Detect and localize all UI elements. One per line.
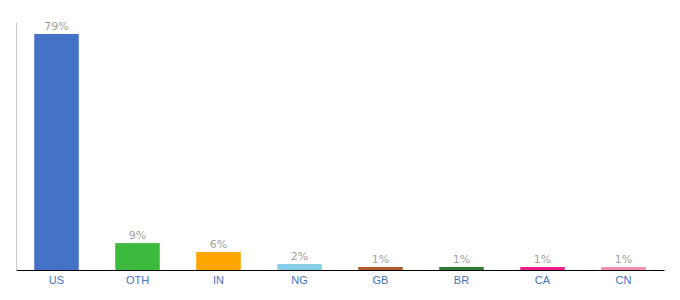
x-tick-label: CN xyxy=(616,274,632,286)
bar xyxy=(601,267,646,270)
plot: US OTH IN NG GB BR CA CN 79% 9% 6% 2% 1% 1% 1% 1% xyxy=(17,20,665,286)
x-tick-label: CA xyxy=(535,274,551,286)
x-tick: OTH xyxy=(126,274,149,286)
x-tick-label: IN xyxy=(213,274,224,286)
y-axis-line xyxy=(16,23,17,271)
bar xyxy=(34,34,79,270)
data-label: 6% xyxy=(210,238,227,251)
data-label: 2% xyxy=(291,250,308,263)
x-tick: US xyxy=(49,274,64,286)
x-tick-label: GB xyxy=(373,274,389,286)
x-tick-label: NG xyxy=(291,274,308,286)
bars xyxy=(34,34,646,270)
bar xyxy=(277,264,322,270)
data-label: 9% xyxy=(129,229,146,242)
x-axis-line xyxy=(17,270,665,271)
x-tick-label: US xyxy=(49,274,64,286)
data-label: 1% xyxy=(615,253,632,266)
bar xyxy=(358,267,403,270)
bar xyxy=(115,243,160,270)
x-tick: CA xyxy=(535,274,551,286)
y-axis xyxy=(16,23,17,271)
data-label: 1% xyxy=(453,253,470,266)
data-label: 79% xyxy=(44,20,68,33)
x-tick: CN xyxy=(616,274,632,286)
data-label: 1% xyxy=(534,253,551,266)
chart: US OTH IN NG GB BR CA CN 79% 9% 6% 2% 1% 1% 1% 1% xyxy=(0,0,680,300)
x-tick-label: OTH xyxy=(126,274,149,286)
x-tick-label: BR xyxy=(454,274,469,286)
x-tick: GB xyxy=(373,274,389,286)
x-axis: US OTH IN NG GB BR CA CN xyxy=(17,271,665,286)
data-label: 1% xyxy=(372,253,389,266)
x-tick: BR xyxy=(454,274,469,286)
x-tick: IN xyxy=(213,274,224,286)
bar xyxy=(196,252,241,270)
bar xyxy=(520,267,565,270)
x-tick: NG xyxy=(291,274,308,286)
bar xyxy=(439,267,484,270)
data-labels: 79% 9% 6% 2% 1% 1% 1% 1% xyxy=(44,20,632,266)
